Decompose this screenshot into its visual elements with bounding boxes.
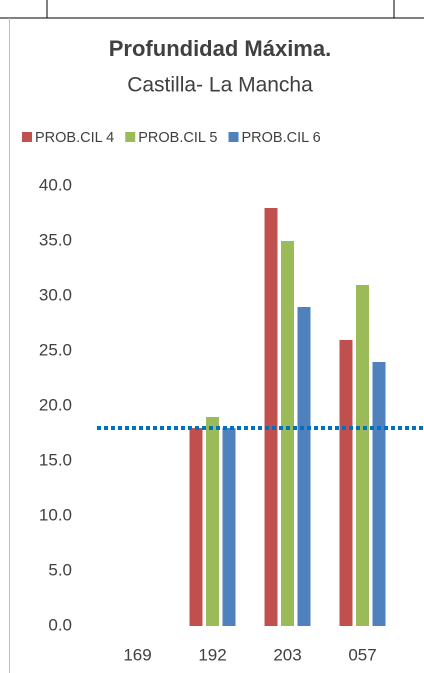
bar [222,428,236,626]
bar [206,417,219,626]
bar [189,428,203,626]
bar [281,241,294,626]
legend-label: PROB.CIL 5 [138,130,217,146]
bar [264,208,278,626]
y-tick-label: 30.0 [39,285,72,304]
y-tick-label: 20.0 [39,395,72,414]
y-tick-label: 40.0 [39,175,72,194]
bar [339,340,353,626]
x-tick-label: 169 [123,645,151,664]
legend-swatch [125,132,136,142]
bar [372,362,386,626]
legend-label: PROB.CIL 6 [242,130,321,146]
x-tick-label: 203 [273,645,301,664]
y-tick-label: 10.0 [39,505,72,524]
y-tick-label: 0.0 [48,615,72,634]
y-tick-label: 35.0 [39,230,72,249]
legend-swatch [228,132,239,142]
y-tick-label: 25.0 [39,340,72,359]
bar [297,307,311,626]
chart-subtitle: Castilla- La Mancha [127,74,313,97]
bar [356,285,369,626]
x-tick-label: 057 [348,645,376,664]
chart-title: Profundidad Máxima. [109,36,331,61]
y-tick-label: 5.0 [48,560,72,579]
x-tick-label: 192 [198,645,226,664]
legend-swatch [22,132,32,142]
y-tick-label: 15.0 [39,450,72,469]
legend-label: PROB.CIL 4 [35,130,114,146]
